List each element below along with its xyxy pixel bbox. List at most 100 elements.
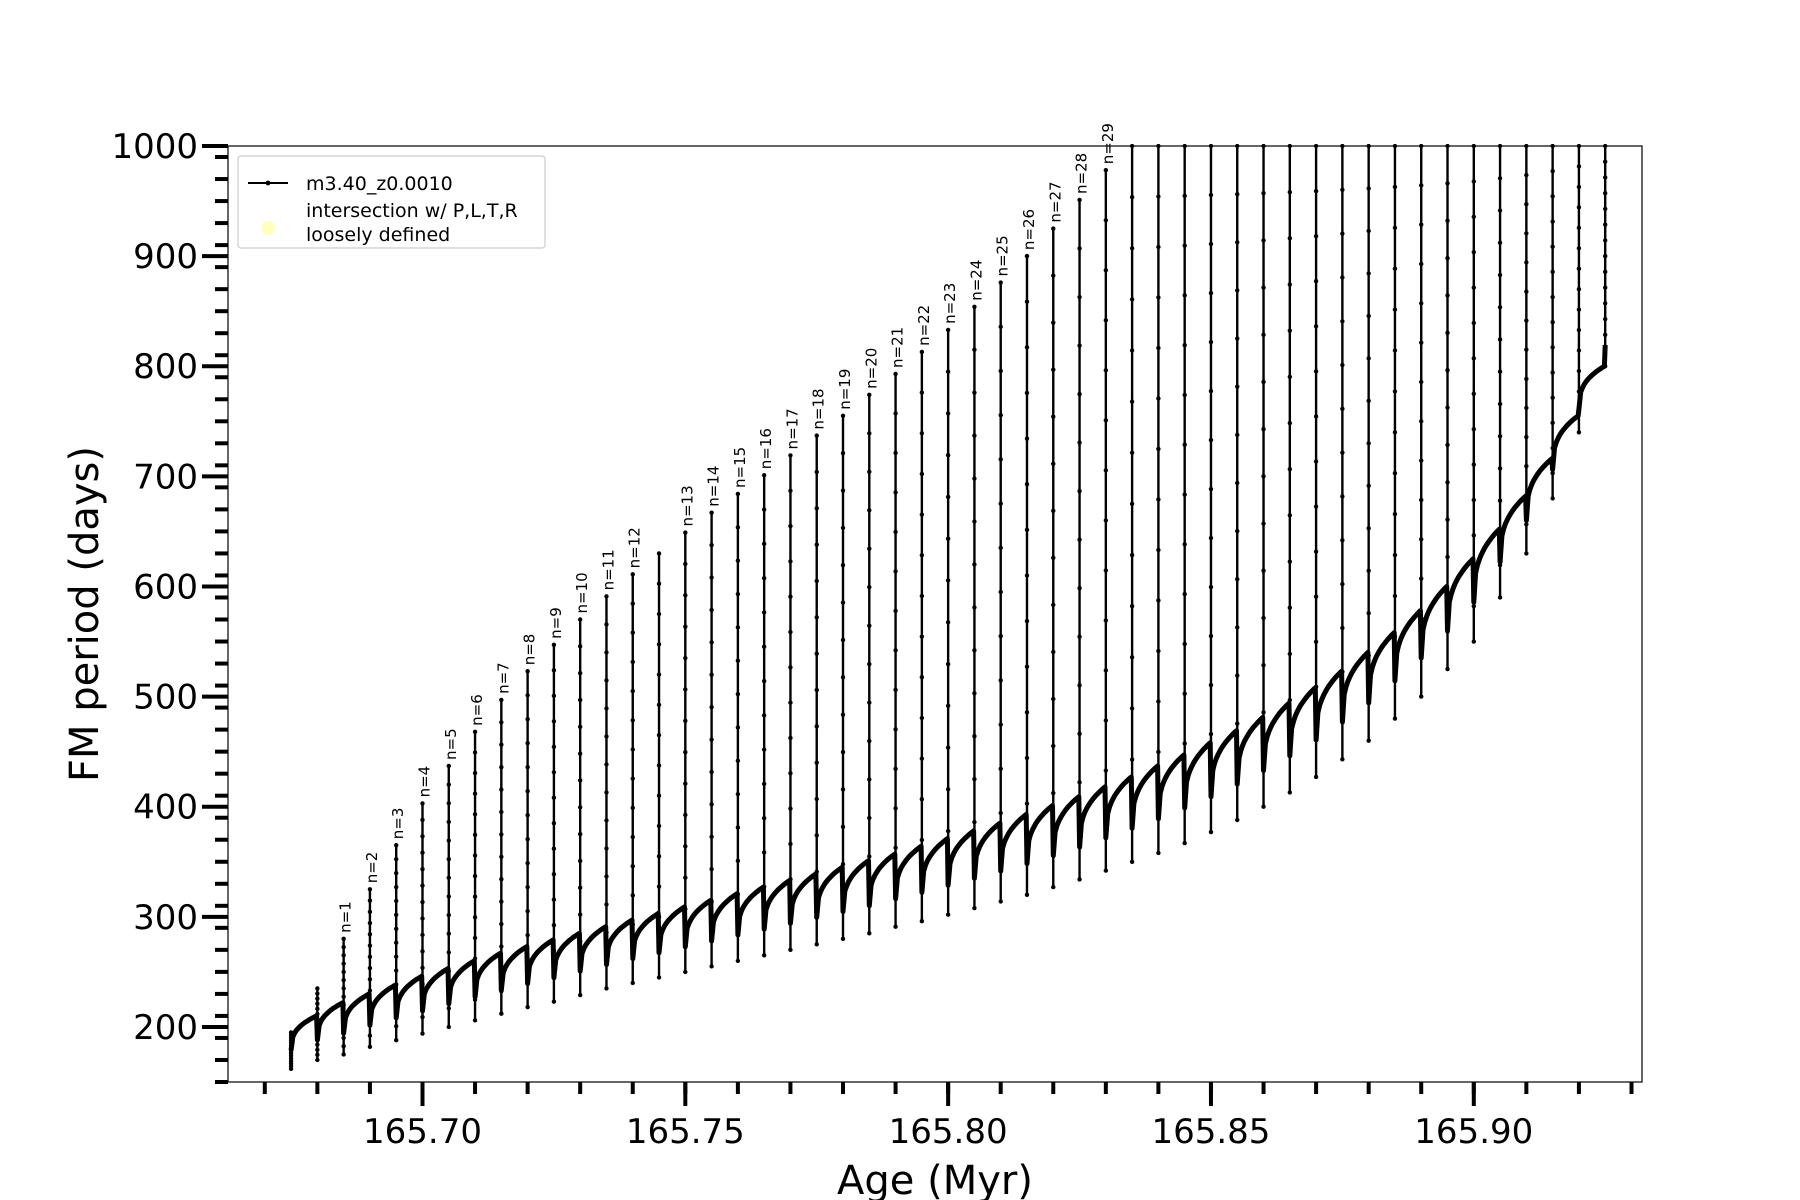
x-tick-label: 165.85 (1151, 1112, 1270, 1152)
pulse-point (604, 818, 609, 823)
pulse-point (472, 956, 478, 961)
pulse-point (472, 812, 478, 817)
pulse-point (998, 280, 1003, 285)
pulse-point (1235, 480, 1240, 486)
pulse-point (814, 796, 819, 802)
pulse-point (1524, 231, 1529, 236)
pulse-point (577, 697, 583, 703)
pulse-point (1445, 666, 1450, 672)
pulse-point (972, 819, 977, 825)
pulse-point (1445, 554, 1450, 560)
pulse-point (788, 735, 793, 741)
pulse-point (1419, 694, 1424, 699)
pulse-point (1366, 228, 1371, 234)
pulse-point (630, 630, 635, 635)
pulse-point (315, 1047, 320, 1052)
pulse-point (604, 678, 609, 683)
pulse-point (1419, 340, 1424, 345)
pulse-point (1024, 755, 1030, 761)
pulse-point (945, 536, 951, 541)
pulse-point (1340, 581, 1345, 587)
pulse-point (1208, 535, 1214, 541)
pulse-point (945, 452, 951, 458)
pulse-point (1313, 188, 1319, 194)
pulse-point (420, 916, 425, 921)
n-label: n=17 (783, 408, 801, 449)
pulse-point (1497, 305, 1503, 310)
pulse-point (1156, 244, 1161, 250)
pulse-point (551, 744, 557, 749)
pulse-point (394, 996, 399, 1001)
pulse-point (840, 488, 846, 493)
pulse-point (551, 846, 557, 851)
pulse-point (1024, 573, 1030, 578)
n-label: n=29 (1099, 123, 1117, 164)
pulse-point (420, 949, 425, 954)
pulse-point (1471, 639, 1476, 644)
pulse-point (1287, 282, 1293, 287)
pulse-point (1287, 420, 1293, 426)
pulse-point (1576, 327, 1582, 333)
pulse-point (1340, 757, 1345, 762)
pulse-point (1603, 348, 1608, 353)
y-axis-label: FM period (days) (62, 446, 108, 782)
pulse-point (420, 965, 425, 970)
pulse-point (840, 600, 846, 605)
pulse-point (972, 691, 977, 696)
pulse-point (1471, 179, 1476, 184)
pulse-point (604, 930, 609, 935)
pulse-point (446, 1024, 451, 1030)
pulse-point (814, 905, 819, 911)
pulse-point (1287, 697, 1293, 703)
pulse-point (499, 764, 504, 770)
pulse-point (1313, 549, 1319, 554)
pulse-point (1077, 391, 1082, 397)
pulse-point (656, 672, 662, 677)
pulse-point (945, 787, 951, 792)
pulse-point (525, 669, 530, 674)
n-label: n=27 (1046, 181, 1064, 222)
pulse-point (919, 512, 925, 517)
pulse-point (1156, 699, 1161, 704)
pulse-point (656, 551, 662, 556)
pulse-point (788, 559, 793, 564)
pulse-point (604, 594, 609, 599)
pulse-point (1445, 480, 1450, 485)
pulse-point (1497, 272, 1503, 278)
pulse-point (367, 954, 373, 959)
n-label: n=20 (862, 348, 880, 389)
pulse-point (945, 620, 951, 625)
pulse-point (1392, 389, 1398, 394)
pulse-point (1129, 450, 1135, 455)
pulse-point (1471, 356, 1476, 361)
pulse-point (840, 563, 846, 568)
pulse-point (1576, 368, 1582, 374)
pulse-point (761, 610, 767, 615)
pulse-point (893, 648, 898, 653)
pulse-point (1550, 168, 1555, 174)
pulse-point (709, 834, 714, 839)
pulse-point (814, 578, 819, 584)
pulse-point (1129, 808, 1135, 813)
pulse-point (1261, 710, 1266, 715)
pulse-point (420, 850, 425, 855)
pulse-point (761, 918, 767, 924)
pulse-point (551, 642, 557, 648)
pulse-point (288, 1030, 294, 1035)
pulse-point (551, 770, 557, 775)
pulse-point (1392, 634, 1398, 640)
pulse-point (315, 1042, 320, 1047)
pulse-point (446, 968, 451, 974)
pulse-point (919, 715, 925, 721)
pulse-point (1077, 731, 1082, 736)
pulse-point (1208, 682, 1214, 688)
pulse-point (919, 675, 925, 680)
pulse-point (972, 476, 977, 481)
pulse-point (551, 897, 557, 902)
pulse-point (1261, 379, 1266, 385)
pulse-point (761, 953, 767, 958)
pulse-point (1024, 436, 1030, 441)
pulse-point (1445, 330, 1450, 336)
pulse-point (1024, 253, 1030, 259)
